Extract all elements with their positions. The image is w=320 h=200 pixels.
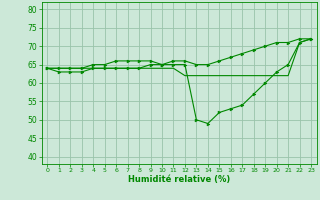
X-axis label: Humidité relative (%): Humidité relative (%) <box>128 175 230 184</box>
